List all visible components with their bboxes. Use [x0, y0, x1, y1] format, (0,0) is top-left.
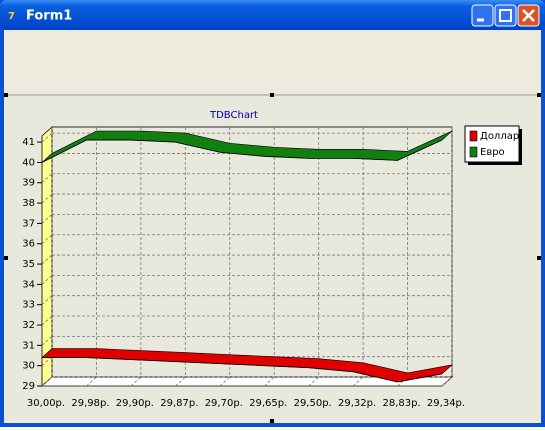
y-tick-label: 30: [22, 361, 35, 372]
grid-line: [86, 376, 97, 387]
legend-label: Доллар: [480, 131, 519, 142]
chart-panel: [4, 96, 541, 421]
x-tick-label: 29,34р.: [427, 398, 465, 409]
app-icon: 7: [8, 11, 15, 22]
grid-line: [263, 376, 275, 387]
x-tick-label: 29,65р.: [249, 398, 287, 409]
close-icon: [522, 9, 535, 22]
grid-line: [41, 254, 53, 265]
grid-line: [41, 132, 53, 143]
grid-line: [441, 376, 453, 387]
handle: [4, 256, 8, 260]
x-tick-label: 29,87р.: [160, 398, 198, 409]
grid-line: [41, 234, 53, 245]
y-tick-label: 29: [22, 381, 35, 392]
grid-line: [41, 275, 53, 285]
x-tick-label: 29,32р.: [338, 398, 376, 409]
grid-line: [41, 295, 53, 305]
grid-line: [41, 336, 53, 346]
y-tick-label: 32: [22, 320, 35, 331]
y-tick-label: 36: [22, 239, 35, 250]
minimize-button[interactable]: [471, 4, 494, 27]
x-tick-label: 28,83р.: [382, 398, 420, 409]
handle: [270, 93, 274, 97]
x-tick-label: 30,00р.: [27, 398, 65, 409]
series-line: [41, 139, 443, 163]
y-tick-label: 33: [22, 300, 35, 311]
grid-line: [41, 214, 53, 224]
grid-line: [41, 376, 53, 387]
grid-line: [352, 376, 364, 387]
x-tick-label: 29,90р.: [116, 398, 154, 409]
maximize-button[interactable]: [494, 4, 517, 27]
legend-label: Евро: [480, 147, 505, 158]
selection-handles: [4, 93, 541, 423]
window-title: Form1: [26, 9, 72, 24]
legend-swatch: [469, 130, 478, 142]
handle: [537, 93, 541, 97]
y-tick-label: 37: [22, 218, 35, 229]
y-tick-label: 38: [22, 198, 35, 209]
y-tick-label: 35: [22, 259, 35, 270]
handle: [4, 93, 8, 97]
grid-line: [41, 356, 53, 366]
y-tick-label: 34: [22, 279, 35, 290]
caption-buttons: [471, 4, 540, 27]
x-tick-label: 29,50р.: [294, 398, 332, 409]
maximize-icon: [499, 9, 512, 22]
grid-line: [308, 376, 319, 387]
grid-line: [41, 173, 53, 184]
y-tick-label: 41: [22, 137, 35, 148]
y-tick-label: 31: [22, 340, 35, 351]
x-tick-label: 29,70р.: [205, 398, 243, 409]
handle: [270, 419, 274, 423]
handle: [537, 256, 541, 260]
grid-line: [175, 376, 186, 387]
grid-line: [41, 315, 53, 326]
y-tick-label: 40: [22, 157, 35, 168]
grid-line: [130, 376, 142, 387]
title-bar: [0, 0, 545, 30]
legend-swatch: [469, 146, 478, 158]
grid-line: [219, 376, 231, 387]
chart-title: TDBChart: [209, 110, 258, 121]
y-tick-label: 39: [22, 178, 35, 189]
series-line: [42, 357, 443, 383]
grid-line: [41, 193, 53, 204]
x-tick-label: 29,98р.: [71, 398, 109, 409]
